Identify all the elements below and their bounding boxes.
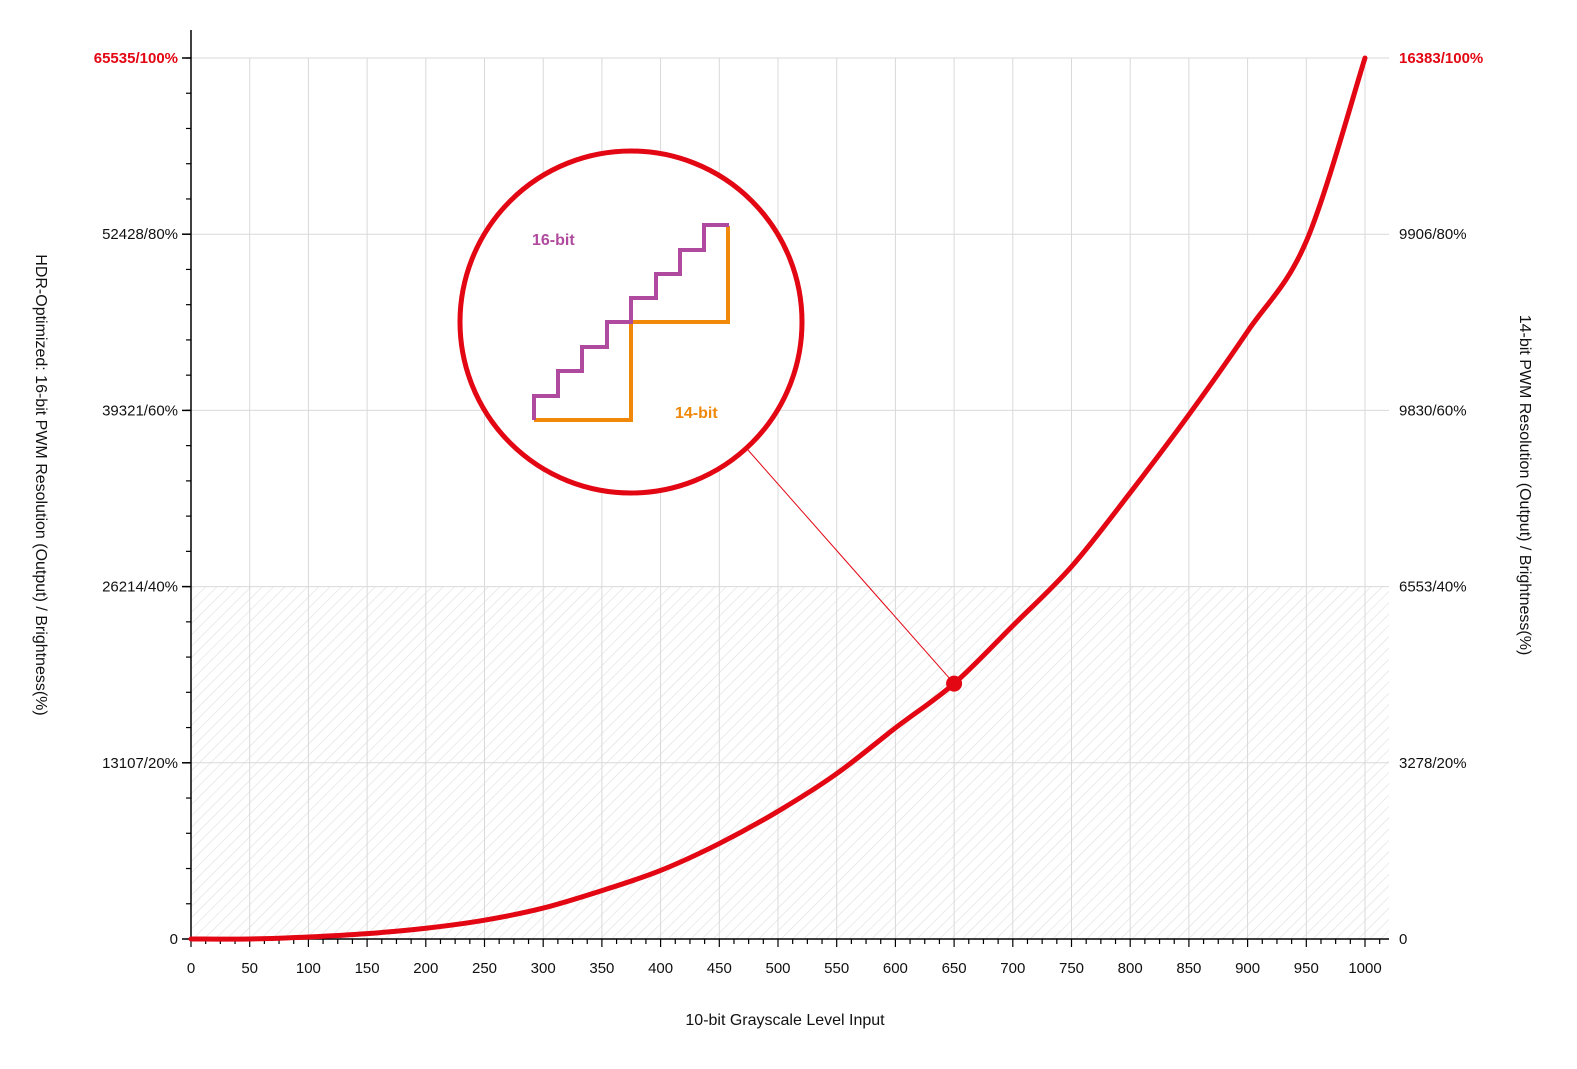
inset-zoom: 16-bit 14-bit <box>457 148 805 496</box>
x-tick-label: 600 <box>883 960 908 977</box>
y-left-tick-label: 26214/40% <box>102 579 178 596</box>
axes <box>182 30 1389 947</box>
x-tick-label: 550 <box>824 960 849 977</box>
x-axis-title: 10-bit Grayscale Level Input <box>685 1012 885 1029</box>
y-left-tick-label: 52428/80% <box>102 226 178 243</box>
x-tick-label: 500 <box>765 960 790 977</box>
x-tick-label: 50 <box>241 960 258 977</box>
x-tick-label: 1000 <box>1348 960 1381 977</box>
series-line <box>188 55 1368 942</box>
y-left-tick-label: 39321/60% <box>102 402 178 419</box>
x-tick-label: 150 <box>355 960 380 977</box>
x-tick-label: 0 <box>187 960 195 977</box>
y-right-tick-label: 0 <box>1399 931 1407 948</box>
y-right-axis-title: 14-bit PWM Resolution (Output) / Brightn… <box>1516 315 1533 656</box>
x-tick-label: 100 <box>296 960 321 977</box>
y-left-axis-title: HDR-Optimized: 16-bit PWM Resolution (Ou… <box>32 254 49 715</box>
x-tick-label: 250 <box>472 960 497 977</box>
y-right-tick-label: 3278/20% <box>1399 755 1467 772</box>
x-tick-label: 300 <box>531 960 556 977</box>
y-right-tick-label: 9906/80% <box>1399 226 1467 243</box>
x-tick-label: 750 <box>1059 960 1084 977</box>
y-right-tick-label: 9830/60% <box>1399 402 1467 419</box>
highlight-point <box>946 675 963 692</box>
y-right-tick-label: 6553/40% <box>1399 579 1467 596</box>
x-tick-label: 850 <box>1176 960 1201 977</box>
x-tick-label: 800 <box>1118 960 1143 977</box>
y-right-tick-labels: 0 3278/20% 6553/40% 9830/60% 9906/80% 16383/1… <box>1399 50 1483 948</box>
inset-label-16bit: 16-bit <box>532 232 575 249</box>
y-left-tick-label: 65535/100% <box>94 50 178 67</box>
y-right-tick-label: 16383/100% <box>1399 50 1483 67</box>
y-left-tick-label: 0 <box>170 931 178 948</box>
x-tick-label: 200 <box>413 960 438 977</box>
x-tick-label: 700 <box>1000 960 1025 977</box>
inset-leader-line <box>747 449 955 684</box>
x-tick-label: 900 <box>1235 960 1260 977</box>
y-left-tick-labels: 0 13107/20% 26214/40% 39321/60% 52428/80% 655… <box>94 50 178 948</box>
x-tick-label: 400 <box>648 960 673 977</box>
x-tick-label: 650 <box>942 960 967 977</box>
x-tick-labels: 0 50 100 150 200 250 300 350 400 450 500 550 600 650 7… <box>187 960 1382 977</box>
step-16bit <box>532 223 729 420</box>
x-tick-label: 450 <box>707 960 732 977</box>
x-tick-label: 950 <box>1294 960 1319 977</box>
y-left-tick-label: 13107/20% <box>102 755 178 772</box>
inset-label-14bit: 14-bit <box>675 405 718 422</box>
x-tick-label: 350 <box>589 960 614 977</box>
